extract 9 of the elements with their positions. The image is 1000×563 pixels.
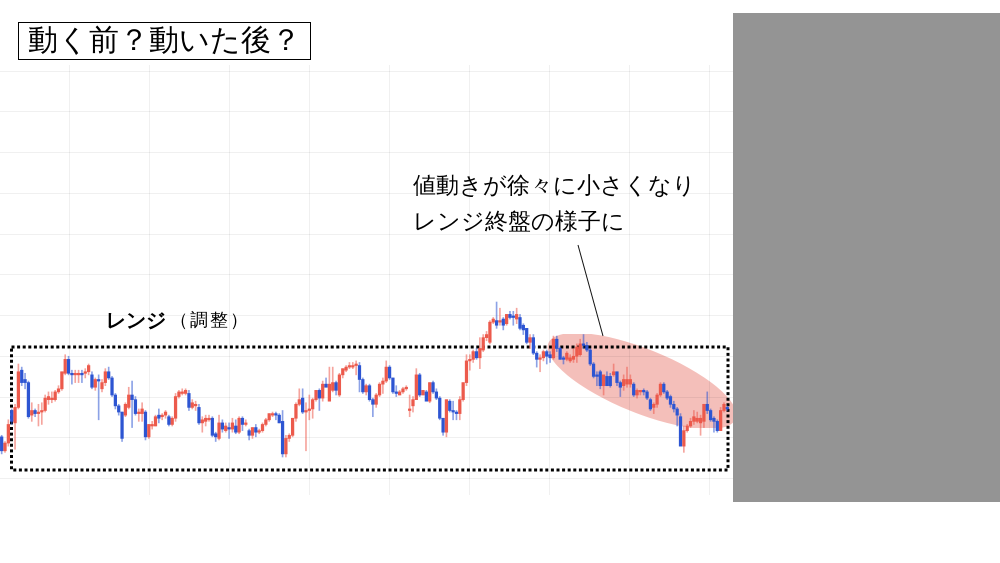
annotation: レンジ	[106, 307, 166, 334]
candlestick	[36, 404, 40, 426]
candlestick	[227, 422, 231, 439]
annotation: （調整）	[170, 309, 250, 333]
text: レンジ終盤の様子に	[413, 208, 625, 237]
candlestick	[454, 410, 458, 420]
text: 値動きが徐々に小さくなり	[413, 172, 696, 201]
candlestick	[304, 402, 308, 452]
chart-title: 動く前？動いた後？	[18, 22, 311, 60]
